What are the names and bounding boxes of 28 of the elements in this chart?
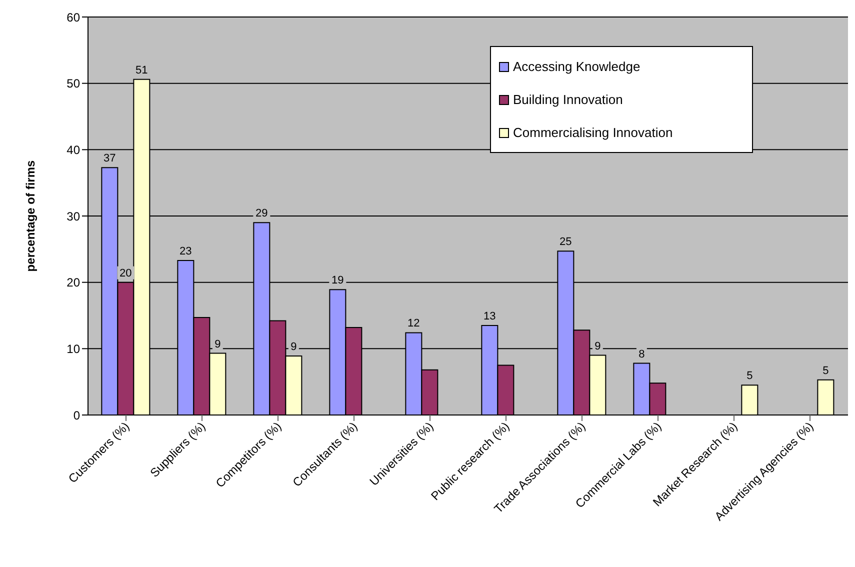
y-tick-label: 20 xyxy=(66,276,80,290)
bar xyxy=(817,379,834,415)
data-label: 20 xyxy=(120,267,132,280)
legend-label: Commercialising Innovation xyxy=(512,125,674,140)
data-label: 9 xyxy=(290,340,297,353)
data-label: 5 xyxy=(746,370,753,382)
data-label: 25 xyxy=(560,236,572,248)
data-label: 29 xyxy=(256,208,268,220)
y-tick-label: 0 xyxy=(73,408,80,422)
data-label: 5 xyxy=(822,364,829,377)
data-label: 9 xyxy=(214,338,221,350)
bar xyxy=(741,384,758,415)
y-tick-label: 50 xyxy=(66,76,80,91)
y-tick-label: 60 xyxy=(66,10,80,24)
data-label: 8 xyxy=(638,348,645,360)
data-label: 23 xyxy=(180,245,192,258)
data-label: 9 xyxy=(594,340,601,352)
y-tick-label: 10 xyxy=(66,342,80,356)
legend-label: Accessing Knowledge xyxy=(512,59,642,74)
y-axis-title: percentage of firms xyxy=(23,160,38,272)
data-label: 51 xyxy=(136,64,148,76)
data-label: 19 xyxy=(332,274,344,287)
data-label: 13 xyxy=(484,310,496,322)
y-tick-label: 40 xyxy=(66,142,80,157)
data-label: 12 xyxy=(408,318,420,330)
legend-label: Building Innovation xyxy=(512,92,624,107)
data-label: 37 xyxy=(104,152,116,165)
y-tick-label: 30 xyxy=(66,209,80,224)
